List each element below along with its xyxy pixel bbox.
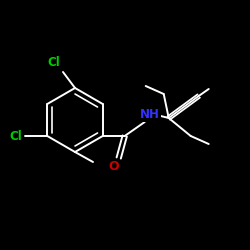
Text: Cl: Cl bbox=[48, 56, 60, 68]
Text: NH: NH bbox=[140, 108, 160, 122]
Text: Cl: Cl bbox=[9, 130, 22, 142]
Text: O: O bbox=[108, 160, 119, 173]
